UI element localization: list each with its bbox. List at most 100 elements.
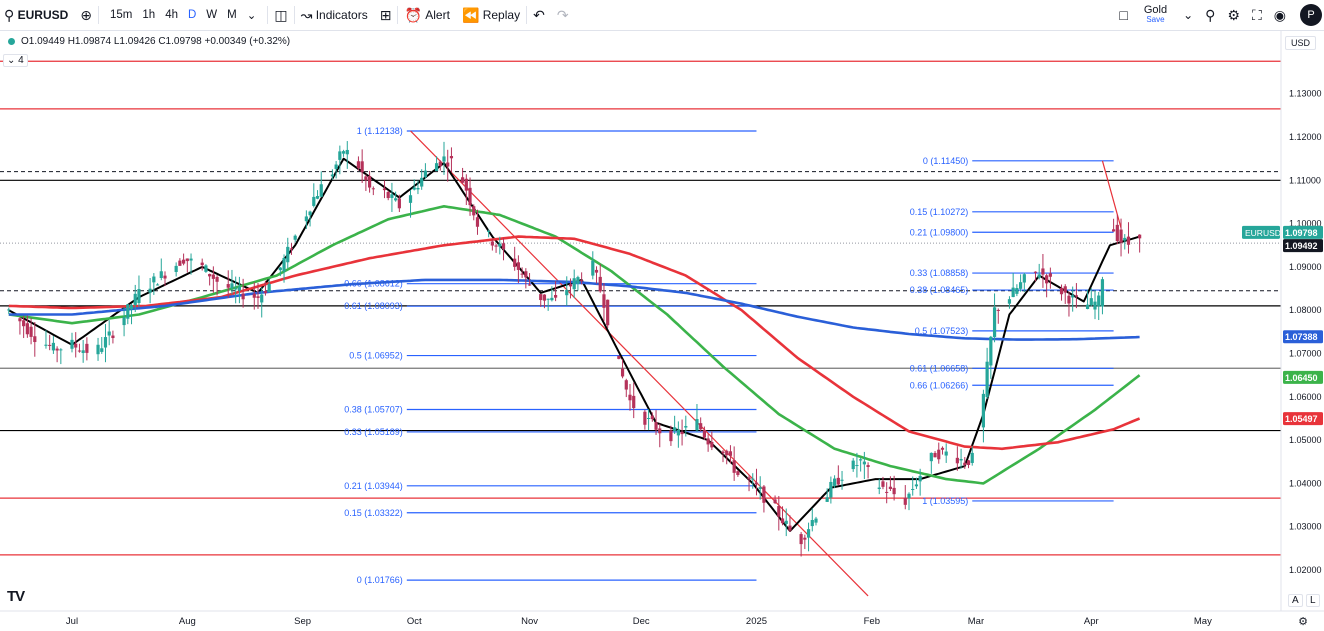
candle-up xyxy=(784,520,788,524)
layout-dropdown[interactable]: ⌄ xyxy=(1177,0,1199,30)
candle-up xyxy=(833,478,837,486)
candle-up xyxy=(107,331,111,336)
price-tick-label: 1.13000 xyxy=(1289,89,1322,99)
quick-search-button[interactable]: ⚲ xyxy=(1199,0,1221,30)
fib-level-label: 0.33 (1.05189) xyxy=(344,427,403,437)
candle-up xyxy=(334,164,338,169)
symbol-search[interactable]: ⚲ EURUSD xyxy=(0,0,74,30)
indicators-button[interactable]: ↝ Indicators xyxy=(295,0,374,30)
compare-button[interactable]: ⊕ xyxy=(74,0,98,30)
candle-down xyxy=(25,323,29,335)
time-axis[interactable]: Jul Aug Sep Oct Nov Dec 2025 Feb Mar Apr May ⚙ xyxy=(0,610,1324,628)
candle-down xyxy=(182,259,186,264)
candle-up xyxy=(394,198,398,201)
candle-up xyxy=(133,293,137,305)
market-status-dot xyxy=(8,38,15,45)
log-scale-button[interactable]: L xyxy=(1306,594,1320,607)
candle-up xyxy=(1097,295,1101,307)
candle-down xyxy=(803,537,807,540)
redo-button[interactable]: ↷ xyxy=(551,0,575,30)
replay-button[interactable]: ⏪ Replay xyxy=(456,0,526,30)
toolbar-right: □ Gold Save ⌄ ⚲ ⚙ ⛶ ◉ P xyxy=(1113,0,1324,30)
price-tag-text: 1.06450 xyxy=(1285,373,1318,383)
candle-up xyxy=(758,487,762,489)
indicators-icon: ↝ xyxy=(300,7,313,23)
candle-up xyxy=(155,284,160,286)
candle-up xyxy=(44,344,48,346)
fib-level-label: 1 (1.12138) xyxy=(357,126,403,136)
square-icon: □ xyxy=(1119,7,1128,23)
candle-up xyxy=(338,151,342,160)
templates-button[interactable]: ⊞ xyxy=(374,0,398,30)
interval-dropdown[interactable]: ⌄ xyxy=(242,8,262,22)
layout-toggle[interactable]: □ xyxy=(1113,0,1133,30)
candle-up xyxy=(911,488,915,490)
interval-15m[interactable]: 15m xyxy=(110,9,133,21)
interval-d[interactable]: D xyxy=(187,9,197,21)
candle-down xyxy=(762,486,766,503)
price-tick-label: 1.06000 xyxy=(1289,392,1322,402)
candle-down xyxy=(881,481,885,487)
auto-scale-button[interactable]: A xyxy=(1288,594,1303,607)
candle-down xyxy=(702,430,706,438)
candle-down xyxy=(602,294,606,308)
candle-down xyxy=(728,451,733,456)
indicator-collapse-button[interactable]: ⌄ 4 xyxy=(3,54,28,67)
candle-up xyxy=(985,361,989,398)
fullscreen-button[interactable]: ⛶ xyxy=(1246,0,1268,30)
candle-down xyxy=(252,293,256,298)
avatar[interactable]: P xyxy=(1300,4,1322,26)
candle-down xyxy=(289,248,294,250)
candle-up xyxy=(282,257,286,272)
candle-up xyxy=(825,497,829,502)
candle-down xyxy=(446,162,450,167)
fib-level-label: 0.33 (1.08858) xyxy=(910,268,969,278)
symbol-tag-text: EURUSD xyxy=(1245,228,1281,238)
candle-down xyxy=(628,394,632,401)
currency-selector[interactable]: USD xyxy=(1284,36,1316,50)
chart-type-button[interactable]: ◫ xyxy=(268,0,293,30)
fib-level-label: 0.21 (1.09800) xyxy=(910,227,969,237)
interval-w[interactable]: W xyxy=(206,9,218,21)
candle-down xyxy=(200,262,204,266)
ma-line-ma-fast xyxy=(8,157,1140,532)
candle-up xyxy=(992,307,997,337)
settings-button[interactable]: ⚙ xyxy=(1221,0,1246,30)
price-tag-box xyxy=(1283,225,1323,239)
candle-down xyxy=(516,262,520,270)
candle-up xyxy=(137,289,141,304)
layout-name[interactable]: Gold Save xyxy=(1144,5,1167,25)
candle-up xyxy=(126,304,130,319)
gear-icon: ⚙ xyxy=(1298,616,1308,628)
candle-up xyxy=(970,452,974,463)
interval-group: 15m 1h 4h D W M ⌄ xyxy=(99,0,267,30)
price-tick-label: 1.07000 xyxy=(1289,349,1322,359)
candle-up xyxy=(230,283,234,289)
candle-up xyxy=(159,271,163,279)
replay-label: Replay xyxy=(482,8,521,22)
undo-button[interactable]: ↶ xyxy=(527,0,551,30)
interval-m[interactable]: M xyxy=(227,9,237,21)
interval-1h[interactable]: 1h xyxy=(142,9,156,21)
price-chart[interactable]: 1 (1.12138)0.66 (1.08612)0.61 (1.08093)0… xyxy=(0,31,1324,631)
candle-up xyxy=(423,170,427,178)
candle-down xyxy=(490,241,494,246)
candle-up xyxy=(416,188,420,190)
candle-up xyxy=(412,187,416,190)
candle-down xyxy=(1115,224,1119,242)
candle-down xyxy=(241,293,245,300)
fib-level-label: 0.61 (1.06658) xyxy=(910,363,969,373)
candle-down xyxy=(539,294,543,301)
time-tick-label: Oct xyxy=(407,616,422,627)
candle-up xyxy=(877,487,881,489)
snapshot-button[interactable]: ◉ xyxy=(1268,0,1292,30)
candle-down xyxy=(1074,295,1078,297)
layout-save-label: Save xyxy=(1146,15,1165,24)
candle-down xyxy=(1112,229,1116,232)
candle-up xyxy=(278,267,282,271)
tradingview-logo[interactable]: TV xyxy=(7,588,25,605)
alert-button[interactable]: ⏰ Alert xyxy=(398,0,455,30)
price-tick-label: 1.09000 xyxy=(1289,262,1322,272)
candle-up xyxy=(676,429,680,436)
interval-4h[interactable]: 4h xyxy=(165,9,178,21)
